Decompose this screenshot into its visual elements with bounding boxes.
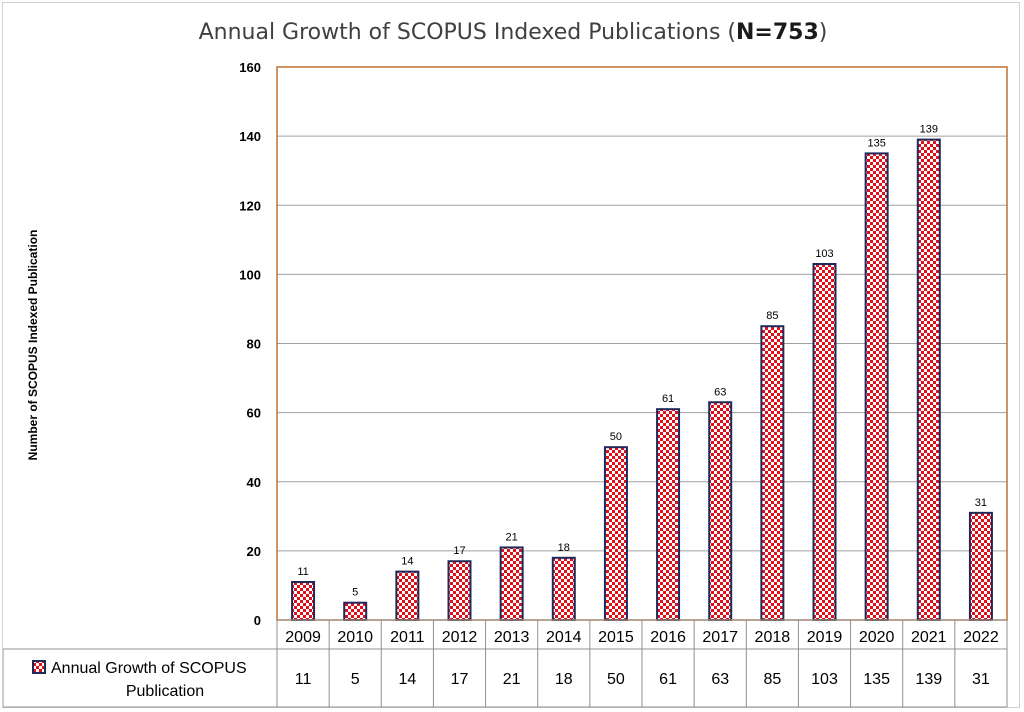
y-tick-label: 140: [239, 129, 261, 144]
data-label-2012: 17: [453, 545, 465, 557]
table-value-2014: 18: [555, 671, 573, 688]
legend-swatch: [32, 660, 46, 674]
data-label-2014: 18: [558, 542, 570, 554]
legend-label-line2: Publication: [126, 683, 204, 700]
bar-2013: [499, 546, 524, 622]
bar-2014: [551, 556, 576, 621]
data-label-2021: 139: [920, 124, 938, 136]
chart-title-count: N=753: [736, 20, 819, 45]
gridlines: [277, 135, 1007, 552]
x-tick-label: 2012: [442, 629, 478, 646]
chart-title: Annual Growth of SCOPUS Indexed Publicat…: [199, 20, 828, 45]
data-label-2017: 63: [714, 386, 726, 398]
data-labels: 11 5 14 17 21 18 50 61 63 85 103 135 139 31: [297, 124, 987, 599]
table-value-2021: 139: [915, 671, 942, 688]
y-tick-label: 160: [239, 60, 261, 75]
bar-2017: [708, 401, 733, 621]
y-tick-label: 80: [247, 337, 261, 352]
x-tick-label: 2021: [911, 629, 947, 646]
y-axis-label: Number of SCOPUS Indexed Publication: [26, 230, 40, 461]
y-tick-label: 120: [239, 198, 261, 213]
x-tick-label: 2017: [702, 629, 738, 646]
bar-2011: [395, 570, 420, 621]
chart-title-main: Annual Growth of SCOPUS Indexed Publicat…: [199, 20, 736, 45]
y-tick-label: 40: [247, 475, 261, 490]
y-tick-label: 60: [247, 406, 261, 421]
data-label-2016: 61: [662, 393, 674, 405]
table-value-2009: 11: [295, 671, 312, 688]
bar-2022: [968, 511, 993, 622]
bar-2010: [343, 601, 368, 621]
legend-label-line1: Annual Growth of SCOPUS: [51, 660, 247, 677]
data-table: 2009 11 2010 5 2011 14 2012 17 2013 21 2014 18 2015 5…: [3, 619, 1008, 708]
bar-2009: [291, 580, 316, 622]
data-label-2011: 14: [401, 556, 413, 568]
x-tick-label: 2011: [390, 629, 425, 646]
bar-chart: Annual Growth of SCOPUS Indexed Publicat…: [3, 20, 1008, 708]
table-value-2012: 17: [451, 671, 469, 688]
x-tick-label: 2018: [755, 629, 791, 646]
bars: [291, 138, 993, 622]
bar-2020: [864, 152, 889, 621]
x-tick-label: 2019: [807, 629, 843, 646]
x-tick-label: 2016: [650, 629, 686, 646]
data-label-2022: 31: [975, 497, 987, 509]
data-label-2020: 135: [867, 137, 885, 149]
x-tick-label: 2014: [546, 629, 582, 646]
x-tick-label: 2015: [598, 629, 634, 646]
table-value-2010: 5: [351, 671, 360, 688]
bar-2012: [447, 560, 472, 622]
data-label-2013: 21: [506, 531, 518, 543]
table-value-2013: 21: [503, 671, 521, 688]
data-label-2009: 11: [297, 566, 308, 578]
table-value-2018: 85: [763, 671, 781, 688]
bar-2019: [812, 263, 837, 621]
data-label-2018: 85: [766, 310, 778, 322]
table-value-2020: 135: [863, 671, 890, 688]
y-tick-label: 100: [239, 267, 261, 282]
table-value-2017: 63: [711, 671, 729, 688]
x-tick-label: 2022: [963, 629, 999, 646]
table-value-2022: 31: [972, 671, 990, 688]
x-tick-label: 2020: [859, 629, 895, 646]
table-value-2015: 50: [607, 671, 625, 688]
bar-2021: [916, 138, 941, 622]
y-axis-ticks: 0 20 40 60 80 100 120 140 160: [239, 60, 261, 628]
x-tick-label: 2009: [285, 629, 321, 646]
y-tick-label: 0: [254, 613, 261, 628]
x-tick-label: 2013: [494, 629, 530, 646]
table-value-2019: 103: [811, 671, 838, 688]
data-label-2010: 5: [352, 587, 358, 599]
chart-title-end: ): [819, 20, 828, 45]
data-label-2015: 50: [610, 431, 622, 443]
y-tick-label: 20: [247, 544, 261, 559]
bar-2016: [656, 408, 681, 622]
bar-2018: [760, 325, 785, 621]
x-tick-label: 2010: [337, 629, 373, 646]
data-label-2019: 103: [815, 248, 833, 260]
table-value-2011: 14: [398, 671, 416, 688]
bar-2015: [603, 446, 628, 621]
table-value-2016: 61: [659, 671, 677, 688]
